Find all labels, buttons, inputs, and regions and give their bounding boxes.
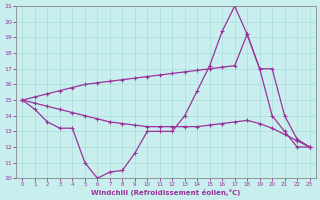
X-axis label: Windchill (Refroidissement éolien,°C): Windchill (Refroidissement éolien,°C) [91,189,241,196]
